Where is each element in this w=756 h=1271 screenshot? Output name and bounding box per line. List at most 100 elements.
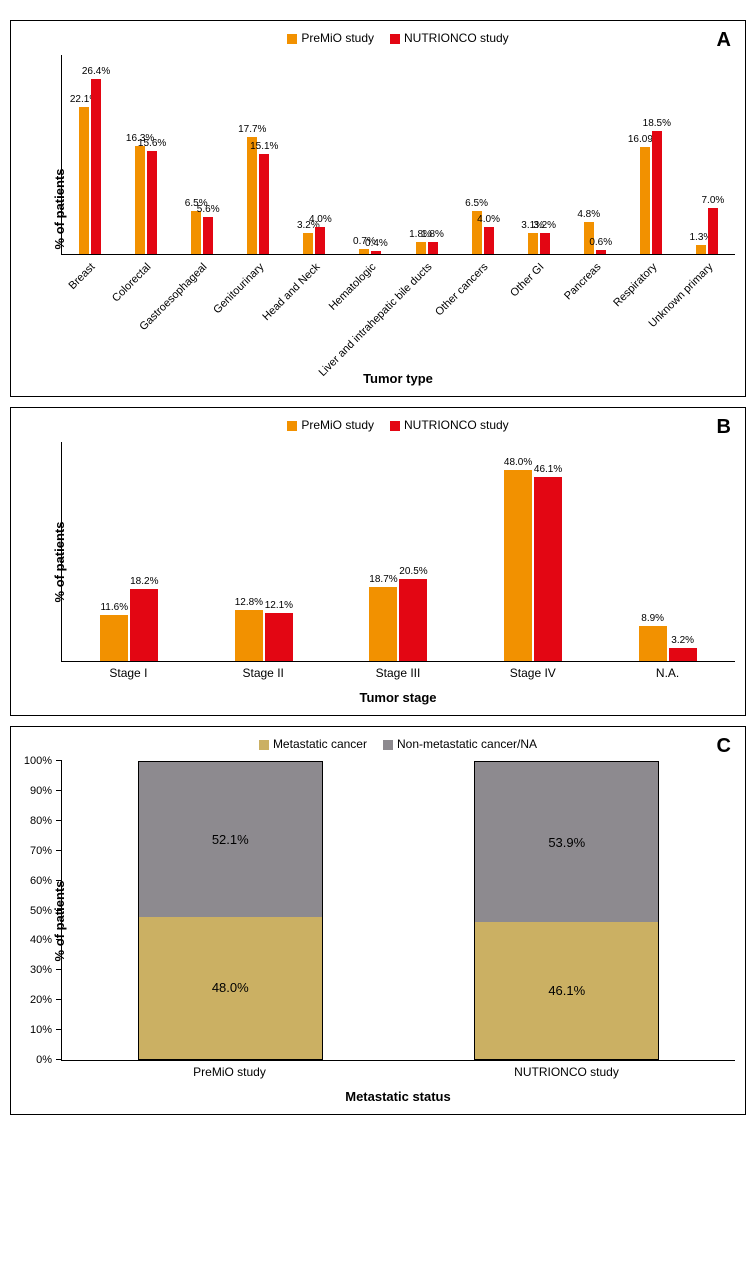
stack-column: 53.9%46.1% (474, 761, 659, 1060)
category-label: Breast (61, 255, 117, 365)
stacks-c: 52.1%48.0% 53.9%46.1% (62, 761, 735, 1060)
panel-a: A PreMiO studyNUTRIONCO study % of patie… (10, 20, 746, 397)
ytick-label: 50% (18, 905, 52, 917)
ytick-label: 10% (18, 1024, 52, 1036)
bar-group: 16.09%18.5% (623, 55, 679, 254)
bar: 3.2% (669, 648, 697, 661)
bar: 6.5% (191, 211, 201, 254)
bar-group: 1.3%7.0% (679, 55, 735, 254)
bar-value-label: 11.6% (100, 602, 128, 613)
legend-label: Metastatic cancer (273, 737, 367, 751)
bar: 15.6% (147, 151, 157, 254)
bar: 11.6% (100, 615, 128, 661)
bar-group: 17.7%15.1% (230, 55, 286, 254)
bar-value-label: 3.2% (533, 220, 556, 231)
bar: 20.5% (399, 579, 427, 661)
bar-value-label: 15.6% (138, 138, 166, 149)
xlabel-b: Tumor stage (61, 690, 735, 705)
legend-label: NUTRIONCO study (404, 418, 509, 432)
bar-value-label: 4.8% (577, 209, 600, 220)
bar-value-label: 12.1% (265, 600, 293, 611)
category-label: Unknown primary (679, 255, 735, 365)
legend-item: NUTRIONCO study (390, 31, 509, 45)
bar: 48.0% (504, 470, 532, 661)
legend-c: Metastatic cancer Non-metastatic cancer/N… (61, 737, 735, 751)
bar-group: 4.8% 0.6% (567, 55, 623, 254)
bar-value-label: 15.1% (250, 141, 278, 152)
legend-item: NUTRIONCO study (390, 418, 509, 432)
bar: 16.3% (135, 146, 145, 254)
bar-value-label: 5.6% (197, 204, 220, 215)
bar: 5.6% (203, 217, 213, 254)
stack-segment: 48.0% (139, 917, 322, 1059)
ytick-label: 70% (18, 845, 52, 857)
categories-b: Stage IStage IIStage IIIStage IVN.A. (61, 662, 735, 684)
bar-value-label: 8.9% (641, 613, 664, 624)
stack-group: 52.1%48.0% (62, 761, 399, 1060)
bar-group: 8.9%3.2% (600, 442, 735, 661)
bar: 15.1% (259, 154, 269, 254)
category-label: NUTRIONCO study (398, 1061, 735, 1083)
bar: 4.0% (315, 227, 325, 254)
legend-swatch (383, 740, 393, 750)
legend-label: Non-metastatic cancer/NA (397, 737, 537, 751)
category-label: N.A. (600, 662, 735, 684)
bar-value-label: 3.2% (671, 635, 694, 646)
legend-item: Metastatic cancer (259, 737, 367, 751)
legend-swatch (259, 740, 269, 750)
bar: 1.8% (428, 242, 438, 254)
bar: 12.1% (265, 613, 293, 661)
bar-group: 3.2%4.0% (286, 55, 342, 254)
legend-label: PreMiO study (301, 418, 374, 432)
bar: 3.2% (303, 233, 313, 254)
xlabel-c: Metastatic status (61, 1089, 735, 1104)
category-label: Stage II (196, 662, 331, 684)
ytick-label: 80% (18, 815, 52, 827)
bar-value-label: 1.8% (421, 229, 444, 240)
bar-value-label: 20.5% (399, 566, 427, 577)
categories-c: PreMiO studyNUTRIONCO study (61, 1061, 735, 1083)
panel-c: C Metastatic cancer Non-metastatic cancer… (10, 726, 746, 1115)
bar: 26.4% (91, 79, 101, 254)
bar: 0.6% (596, 250, 606, 254)
bar: 7.0% (708, 208, 718, 254)
bar-group: 12.8%12.1% (197, 442, 332, 661)
ytick-label: 60% (18, 875, 52, 887)
ytick-label: 90% (18, 785, 52, 797)
legend-label: PreMiO study (301, 31, 374, 45)
bar: 3.2% (540, 233, 550, 254)
category-label: Other GI (510, 255, 566, 365)
ytick-label: 20% (18, 994, 52, 1006)
panel-b: B PreMiO studyNUTRIONCO study % of patie… (10, 407, 746, 716)
legend-swatch (390, 34, 400, 44)
panel-label-c: C (717, 735, 731, 758)
bar: 18.2% (130, 589, 158, 661)
bar: 3.1% (528, 233, 538, 254)
bar-value-label: 46.1% (534, 464, 562, 475)
bar: 12.8% (235, 610, 263, 661)
bar-value-label: 0.4% (365, 238, 388, 249)
ytick-label: 100% (18, 755, 52, 767)
bar: 8.9% (639, 626, 667, 661)
bar-value-label: 18.7% (369, 574, 397, 585)
bar-group: 48.0%46.1% (466, 442, 601, 661)
stack-column: 52.1%48.0% (138, 761, 323, 1060)
bar: 46.1% (534, 477, 562, 661)
stack-segment: 53.9% (475, 762, 658, 922)
ytick-label: 30% (18, 964, 52, 976)
legend-swatch (287, 421, 297, 431)
bar: 17.7% (247, 137, 257, 254)
bar-group: 22.1%26.4% (62, 55, 118, 254)
legend-item: Non-metastatic cancer/NA (383, 737, 537, 751)
bar: 16.09% (640, 147, 650, 254)
ytick-label: 0% (18, 1054, 52, 1066)
bar-value-label: 48.0% (504, 457, 532, 468)
bar: 0.7% (359, 249, 369, 254)
bars-a: 22.1%26.4%16.3%15.6%6.5%5.6%17.7%15.1%3.… (62, 55, 735, 254)
bar-value-label: 18.2% (130, 576, 158, 587)
bar: 18.7% (369, 587, 397, 661)
bar: 4.0% (484, 227, 494, 254)
legend-label: NUTRIONCO study (404, 31, 509, 45)
panel-label-a: A (717, 29, 731, 52)
plot-c: 0%10%20%30%40%50%60%70%80%90%100% 52.1%4… (61, 761, 735, 1061)
